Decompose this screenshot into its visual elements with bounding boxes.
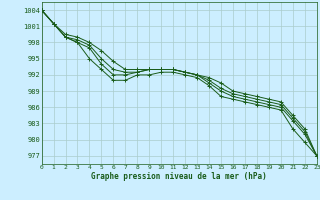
X-axis label: Graphe pression niveau de la mer (hPa): Graphe pression niveau de la mer (hPa) [91, 172, 267, 181]
